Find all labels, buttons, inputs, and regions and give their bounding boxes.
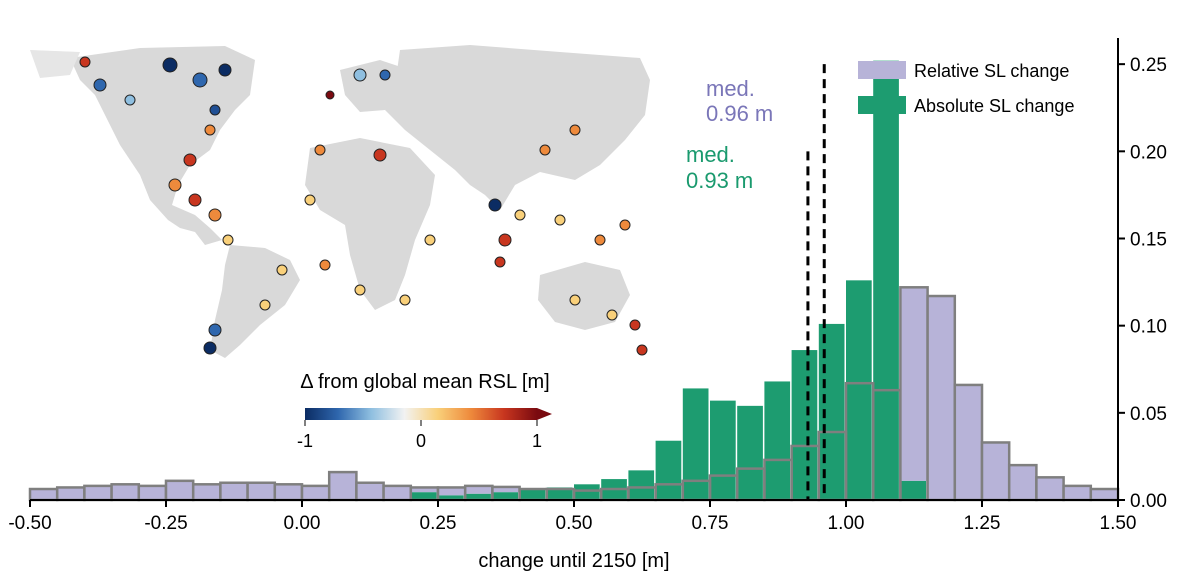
y-tick-label: 0.00	[1130, 491, 1167, 512]
x-tick-label: 0.50	[556, 513, 593, 534]
chart-legend: Relative SL change Absolute SL change	[858, 61, 1074, 116]
bar-relative-fill--0.50	[30, 489, 58, 500]
bar-absolute-0.65	[655, 440, 682, 500]
inset-world-map	[30, 45, 650, 358]
bar-absolute-1.10	[900, 480, 927, 500]
bar-relative-fill-0.20	[410, 487, 438, 493]
bar-absolute-0.40	[519, 489, 546, 500]
legend-swatch-absolute	[858, 96, 906, 114]
x-tick-label: 0.75	[692, 513, 729, 534]
x-tick-label: 1.25	[964, 513, 1001, 534]
antarctic-strip	[30, 50, 80, 78]
bar-relative-fill-0.30	[465, 485, 493, 494]
x-axis-title: change until 2150 [m]	[478, 550, 669, 572]
bar-relative-fill-1.30	[1009, 465, 1037, 500]
bar-relative-fill-0.15	[383, 485, 411, 500]
bar-absolute-0.30	[465, 493, 491, 500]
bar-relative-fill--0.35	[111, 484, 139, 500]
bar-absolute-0.35	[492, 492, 519, 500]
bar-relative-fill-1.40	[1063, 485, 1091, 500]
bar-relative-fill-1.25	[982, 442, 1010, 500]
bar-absolute-0.85	[764, 381, 791, 500]
x-tick-label: -0.25	[144, 513, 187, 534]
map-colorbar: Δ from global mean RSL [m] -1 0 1	[297, 371, 552, 451]
bar-absolute-0.20	[410, 492, 437, 500]
legend-swatch-relative	[858, 61, 906, 79]
bar-absolute-0.60	[628, 470, 655, 500]
x-tick-label: 1.50	[1100, 513, 1137, 534]
north-america-land	[70, 46, 255, 245]
bar-relative-fill--0.45	[57, 487, 85, 500]
bar-relative-fill--0.10	[247, 482, 275, 500]
legend-label-relative: Relative SL change	[914, 61, 1069, 81]
bar-relative-fill--0.20	[193, 484, 221, 500]
colorbar-extend-arrow	[537, 408, 552, 420]
bar-relative-fill-1.45	[1090, 489, 1118, 500]
relative-sl-bars	[28, 286, 1120, 502]
bar-relative-fill--0.30	[138, 485, 166, 500]
coastal-points	[79, 56, 648, 356]
australia-land	[538, 262, 630, 330]
median-label-absolute-line1: med.	[686, 142, 735, 167]
bar-absolute-0.75	[710, 400, 736, 500]
bar-relative-fill-1.35	[1036, 477, 1064, 500]
bar-absolute-0.80	[737, 405, 763, 500]
y-tick-label: 0.15	[1130, 229, 1167, 250]
y-tick-label: 0.10	[1130, 317, 1167, 338]
bar-relative-fill--0.25	[166, 480, 194, 500]
median-label-absolute-line2: 0.93 m	[686, 168, 753, 193]
bar-relative-fill-1.20	[954, 384, 982, 500]
median-label-relative-line1: med.	[706, 76, 755, 101]
x-axis-ticks: -0.50 -0.25 0.00 0.25 0.50 0.75 1.00 1.25 1.50	[8, 500, 1136, 534]
colorbar-tick-label-max: 1	[532, 431, 542, 451]
bar-relative-fill--0.40	[84, 485, 112, 500]
africa-land	[305, 138, 435, 310]
x-tick-label: -0.50	[8, 513, 51, 534]
bar-relative-fill--0.15	[220, 482, 248, 500]
bar-relative-fill-0.05	[329, 472, 357, 500]
eurasia-land	[385, 45, 650, 210]
colorbar-tick-label-min: -1	[297, 431, 313, 451]
bar-relative-fill-0.35	[492, 486, 520, 493]
legend-label-absolute: Absolute SL change	[914, 96, 1074, 116]
bar-absolute-1.05	[873, 60, 899, 500]
colorbar-tick-label-mid: 0	[416, 431, 426, 451]
south-america-land	[210, 245, 300, 358]
bar-absolute-1.00	[846, 280, 872, 500]
y-tick-label: 0.25	[1130, 55, 1167, 76]
bar-absolute-0.95	[818, 323, 845, 500]
x-tick-label: 0.00	[284, 513, 321, 534]
absolute-sl-bars	[410, 60, 927, 500]
median-label-relative-line2: 0.96 m	[706, 101, 773, 126]
x-tick-label: 1.00	[828, 513, 865, 534]
bar-relative-fill-0.10	[356, 482, 384, 500]
bar-absolute-0.25	[438, 495, 464, 500]
bar-absolute-0.45	[546, 487, 573, 500]
bar-absolute-0.90	[791, 350, 818, 500]
colorbar-bar	[305, 408, 537, 420]
y-tick-label: 0.20	[1130, 142, 1167, 163]
bar-relative-fill-1.15	[927, 296, 955, 500]
bar-relative-fill-0.25	[438, 487, 466, 496]
bar-absolute-0.50	[574, 484, 600, 500]
bar-relative-fill-0.00	[302, 485, 330, 500]
colorbar-title: Δ from global mean RSL [m]	[300, 371, 549, 393]
y-axis-ticks: 0.00 0.05 0.10 0.15 0.20 0.25	[1118, 55, 1167, 512]
bar-relative-fill--0.05	[274, 484, 302, 500]
bar-absolute-0.70	[682, 388, 709, 500]
y-tick-label: 0.05	[1130, 404, 1167, 425]
x-tick-label: 0.25	[420, 513, 457, 534]
bar-relative-fill-1.10	[900, 287, 928, 481]
